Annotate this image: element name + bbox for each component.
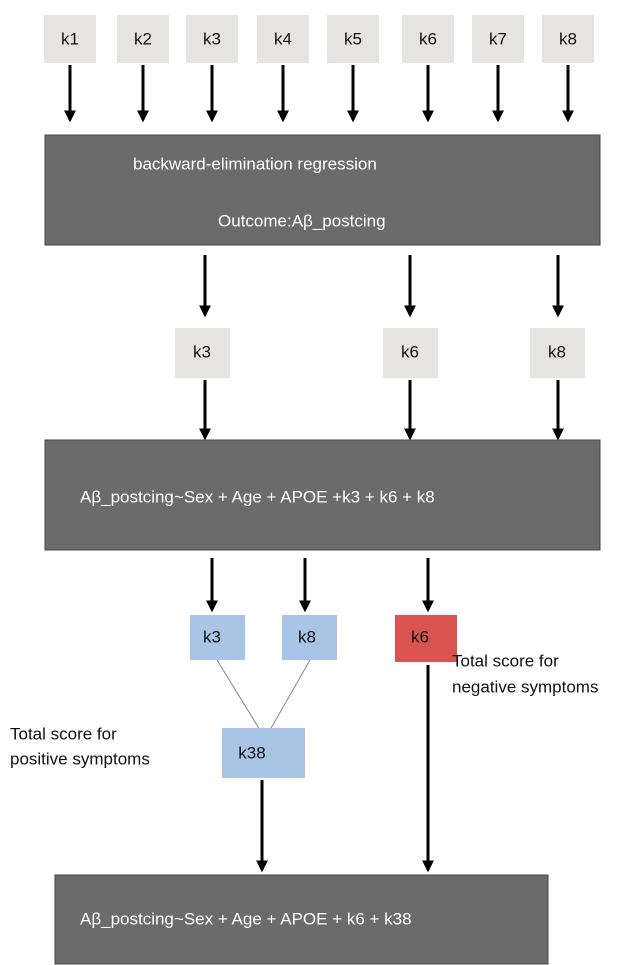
annotation: positive symptoms: [10, 749, 150, 768]
combined-box: [222, 728, 305, 778]
input-box: [472, 15, 524, 63]
selected-box: [175, 328, 230, 378]
selected-label: k3: [193, 342, 211, 361]
positive-box: [190, 615, 245, 660]
input-label: k7: [489, 29, 507, 48]
outcome-label: Outcome:Aβ_postcing: [218, 211, 386, 230]
input-label: k2: [134, 29, 152, 48]
connector: [269, 659, 311, 731]
input-label: k8: [559, 29, 577, 48]
input-label: k1: [61, 29, 79, 48]
selected-box: [383, 328, 438, 378]
model-label: Aβ_postcing~Sex + Age + APOE +k3 + k6 + …: [80, 487, 435, 506]
annotation: Total score for: [10, 724, 117, 743]
input-label: k3: [203, 29, 221, 48]
selected-label: k6: [401, 342, 419, 361]
regression-box: [44, 134, 601, 246]
input-label: k6: [419, 29, 437, 48]
negative-label: k6: [411, 627, 429, 646]
selected-label: k8: [548, 342, 566, 361]
connector: [216, 659, 261, 731]
selected-box: [530, 328, 585, 378]
input-row: k1 k2 k3 k4 k5 k6 k7 k8: [44, 15, 594, 123]
model-box: [44, 439, 601, 551]
input-box: [402, 15, 454, 63]
input-box: [117, 15, 169, 63]
final-model-label: Aβ_postcing~Sex + Age + APOE + k6 + k38: [80, 909, 412, 928]
regression-label: backward-elimination regression: [133, 154, 377, 173]
combined-label: k38: [238, 743, 265, 762]
input-box: [44, 15, 96, 63]
positive-label: k3: [203, 627, 221, 646]
positive-box: [282, 615, 337, 660]
positive-label: k8: [298, 627, 316, 646]
input-box: [186, 15, 238, 63]
input-box: [257, 15, 309, 63]
annotation: negative symptoms: [452, 677, 598, 696]
annotation: Total score for: [452, 651, 559, 670]
negative-box: [395, 615, 457, 662]
input-box: [542, 15, 594, 63]
final-model-box: [54, 874, 549, 965]
input-label: k5: [344, 29, 362, 48]
input-box: [327, 15, 379, 63]
input-label: k4: [274, 29, 292, 48]
